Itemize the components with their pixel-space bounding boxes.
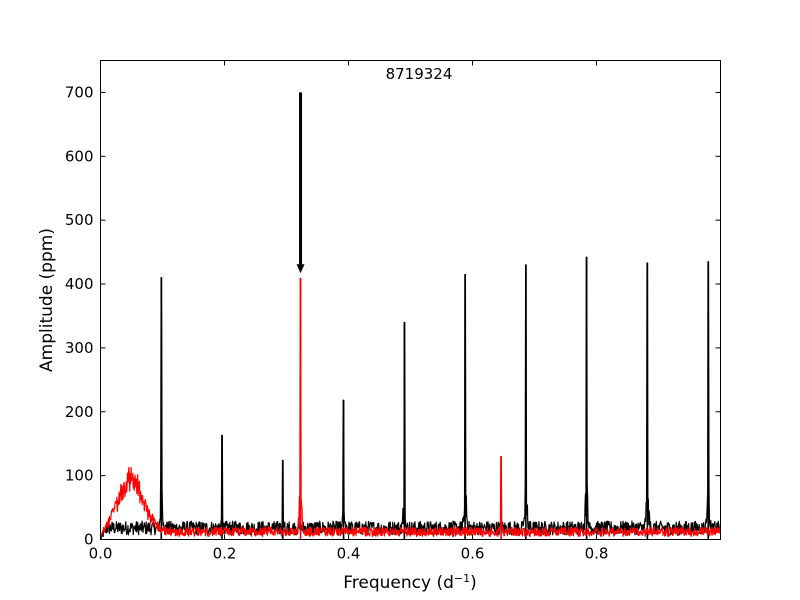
series-line-0 <box>100 256 722 540</box>
annotations <box>296 92 305 274</box>
y-tick-label: 300 <box>65 339 94 357</box>
y-axis-label: Amplitude (ppm) <box>37 228 57 372</box>
x-tick-label: 0.6 <box>461 545 485 563</box>
chart-title: 8719324 <box>386 65 453 83</box>
x-tick-label: 0.8 <box>585 545 609 563</box>
arrow-head <box>296 264 305 274</box>
plot-frame <box>100 60 721 540</box>
y-tick-label: 100 <box>65 467 94 485</box>
y-axis-ticks: 0 100 200 300 400 500 600 700 <box>65 83 721 549</box>
x-axis-ticks: 0.0 0.2 0.4 0.6 0.8 <box>89 60 609 563</box>
y-tick-label: 400 <box>65 275 94 293</box>
y-tick-label: 0 <box>84 531 94 549</box>
x-tick-label: 0.4 <box>337 545 361 563</box>
x-axis-label: Frequency (d−1) <box>343 572 477 593</box>
x-tick-label: 0.2 <box>213 545 237 563</box>
x-tick-label: 0.0 <box>89 545 113 563</box>
y-tick-label: 500 <box>65 211 94 229</box>
y-tick-label: 700 <box>65 83 94 101</box>
series-lines <box>100 256 722 540</box>
y-tick-label: 600 <box>65 147 94 165</box>
y-tick-label: 200 <box>65 403 94 421</box>
series-line-1 <box>100 277 721 538</box>
